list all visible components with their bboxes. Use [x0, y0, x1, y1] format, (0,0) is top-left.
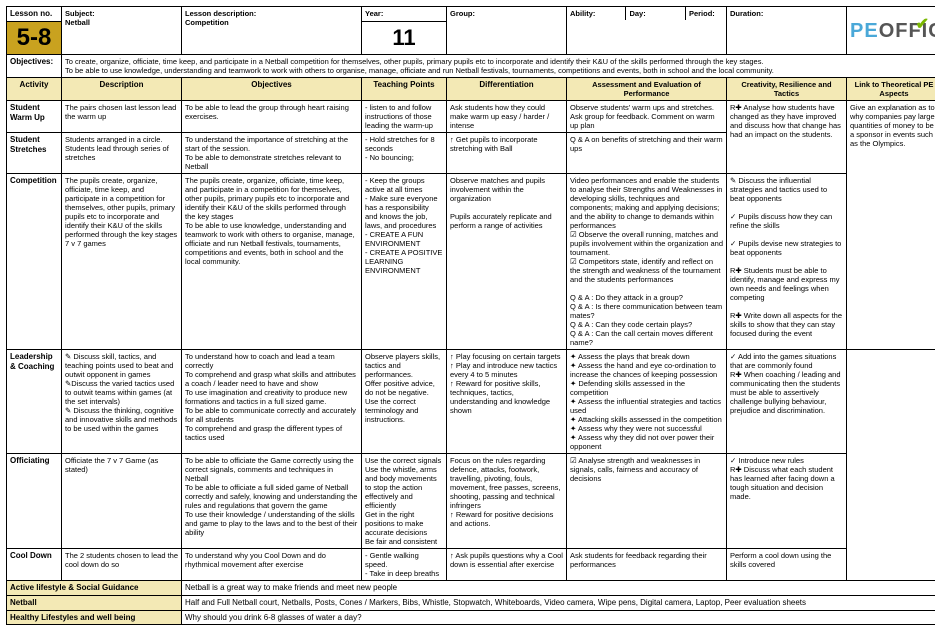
cell: Competition [7, 174, 62, 350]
cell: To be able to officiate the Game correct… [182, 454, 362, 549]
lesson-plan-table: Lesson no. Subject: Netball Lesson descr… [6, 6, 935, 625]
cell: ✦ Assess the plays that break down ✦ Ass… [567, 350, 727, 454]
col-teaching: Teaching Points [362, 78, 447, 101]
cell: - listen to and follow instructions of t… [362, 101, 447, 133]
group-label: Group: [450, 9, 475, 18]
cell: - Keep the groups active at all times - … [362, 174, 447, 350]
col-link: Link to Theoretical PE Aspects [847, 78, 935, 101]
cell: The pupils create, organize, officiate, … [62, 174, 182, 350]
row-officiating: Officiating Officiate the 7 v 7 Game (as… [7, 454, 935, 549]
cell: To understand how to coach and lead a te… [182, 350, 362, 454]
row-warmup: Student Warm Up The pairs chosen last le… [7, 101, 935, 133]
cell: The pairs chosen last lesson lead the wa… [62, 101, 182, 133]
footer-value: Half and Full Netball court, Netballs, P… [182, 595, 935, 610]
logo: PEOFFICE ✔ [847, 7, 935, 55]
footer-row-3: Healthy Lifestyles and well being Why sh… [7, 610, 935, 625]
cell: Officiating [7, 454, 62, 549]
cell: ↑ Play focusing on certain targets ↑ Pla… [447, 350, 567, 454]
duration-label: Duration: [730, 9, 763, 18]
row-leadership: Leadership & Coaching ✎ Discuss skill, t… [7, 350, 935, 454]
cell: ✎ Discuss skill, tactics, and teaching p… [62, 350, 182, 454]
objectives-text: To create, organize, officiate, time kee… [62, 55, 935, 78]
cell: Ask students how they could make warm up… [447, 101, 567, 133]
cell: Observe players skills, tactics and perf… [362, 350, 447, 454]
ability-label: Ability: [570, 9, 595, 18]
year-label: Year: [365, 9, 383, 18]
cell: To be able to lead the group through hea… [182, 101, 362, 133]
col-description: Description [62, 78, 182, 101]
subject-value: Netball [65, 18, 90, 27]
lesson-no-value: 5-8 [7, 21, 62, 55]
col-objectives: Objectives [182, 78, 362, 101]
cell: - Gentle walking speed. - Take in deep b… [362, 549, 447, 581]
row-cooldown: Cool Down The 2 students chosen to lead … [7, 549, 935, 581]
cell: Student Warm Up [7, 101, 62, 133]
cell: Cool Down [7, 549, 62, 581]
footer-label: Netball [7, 595, 182, 610]
footer-value: Netball is a great way to make friends a… [182, 581, 935, 596]
cell: Officiate the 7 v 7 Game (as stated) [62, 454, 182, 549]
cell: - Hold stretches for 8 seconds - No boun… [362, 133, 447, 174]
cell: R✚ Analyse how students have changed as … [727, 101, 847, 174]
cell: Leadership & Coaching [7, 350, 62, 454]
footer-label: Healthy Lifestyles and well being [7, 610, 182, 625]
desc-label: Lesson description: [185, 9, 256, 18]
cell: Perform a cool down using the skills cov… [727, 549, 847, 581]
cell [847, 350, 935, 581]
cell: ↑ Get pupils to incorporate stretching w… [447, 133, 567, 174]
desc-value: Competition [185, 18, 229, 27]
cell: ✓ Add into the games situations that are… [727, 350, 847, 454]
cell: Observe matches and pupils involvement w… [447, 174, 567, 350]
period-label: Period: [689, 9, 715, 18]
cell: Students arranged in a circle. Students … [62, 133, 182, 174]
objectives-label: Objectives: [7, 55, 62, 78]
cell: To understand the importance of stretchi… [182, 133, 362, 174]
cell: Student Stretches [7, 133, 62, 174]
lesson-no-label: Lesson no. [7, 7, 62, 22]
day-label: Day: [629, 9, 645, 18]
cell: To understand why you Cool Down and do r… [182, 549, 362, 581]
cell: The pupils create, organize, officiate, … [182, 174, 362, 350]
cell: Use the correct signals Use the whistle,… [362, 454, 447, 549]
cell: Give an explanation as to why companies … [847, 101, 935, 350]
cell: Observe students' warm ups and stretches… [567, 101, 727, 133]
cell: ☑ Analyse strength and weaknesses in sig… [567, 454, 727, 549]
footer-label: Active lifestyle & Social Guidance [7, 581, 182, 596]
cell: Ask students for feedback regarding thei… [567, 549, 727, 581]
cell: Q & A on benefits of stretching and thei… [567, 133, 727, 174]
cell: Video performances and enable the studen… [567, 174, 727, 350]
year-value: 11 [362, 21, 447, 55]
cell: The 2 students chosen to lead the cool d… [62, 549, 182, 581]
footer-value: Why should you drink 6-8 glasses of wate… [182, 610, 935, 625]
col-creativity: Creativity, Resilience and Tactics [727, 78, 847, 101]
cell: Focus on the rules regarding defence, at… [447, 454, 567, 549]
row-competition: Competition The pupils create, organize,… [7, 174, 935, 350]
footer-row-2: Netball Half and Full Netball court, Net… [7, 595, 935, 610]
subject-label: Subject: [65, 9, 95, 18]
footer-row-1: Active lifestyle & Social Guidance Netba… [7, 581, 935, 596]
col-activity: Activity [7, 78, 62, 101]
col-diff: Differentiation [447, 78, 567, 101]
cell: ✓ Introduce new rules R✚ Discuss what ea… [727, 454, 847, 549]
col-assessment: Assessment and Evaluation of Performance [567, 78, 727, 101]
cell: ✎ Discuss the influential strategies and… [727, 174, 847, 350]
cell: ↑ Ask pupils questions why a Cool down i… [447, 549, 567, 581]
